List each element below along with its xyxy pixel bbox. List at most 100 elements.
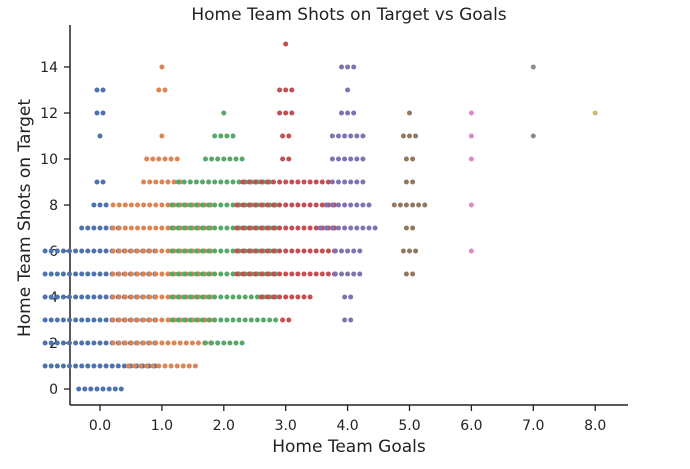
data-point	[54, 317, 60, 323]
data-point	[348, 133, 354, 139]
data-point	[283, 294, 289, 300]
data-point	[103, 317, 109, 323]
data-point	[289, 110, 295, 116]
data-point	[313, 202, 319, 208]
data-point	[153, 340, 159, 346]
data-point	[258, 225, 264, 231]
data-point	[413, 133, 419, 139]
data-point	[230, 225, 236, 231]
data-point	[60, 363, 66, 369]
data-point	[156, 156, 162, 162]
data-point	[239, 156, 245, 162]
data-point	[162, 87, 168, 93]
data-point	[181, 179, 187, 185]
data-point	[258, 202, 264, 208]
data-point	[468, 110, 474, 116]
data-point	[246, 248, 252, 254]
data-point	[187, 271, 193, 277]
data-point	[252, 179, 258, 185]
data-point	[54, 271, 60, 277]
data-point	[295, 294, 301, 300]
data-point	[329, 156, 335, 162]
data-point	[289, 248, 295, 254]
data-point	[339, 248, 344, 254]
data-point	[174, 156, 180, 162]
data-point	[252, 202, 258, 208]
data-point	[110, 248, 116, 254]
data-point	[345, 248, 351, 254]
data-point	[79, 271, 85, 277]
data-point	[91, 294, 97, 300]
data-point	[319, 248, 325, 254]
data-point	[175, 225, 181, 231]
data-point	[277, 294, 283, 300]
data-point	[323, 225, 329, 231]
data-point	[200, 179, 205, 185]
data-point	[54, 294, 60, 300]
data-point	[128, 225, 134, 231]
data-point	[332, 271, 338, 277]
data-point	[175, 179, 181, 185]
data-point	[342, 179, 348, 185]
data-point	[351, 271, 357, 277]
data-point	[329, 202, 335, 208]
data-point	[221, 156, 227, 162]
data-point	[79, 248, 85, 254]
data-point	[342, 156, 348, 162]
data-point	[339, 271, 344, 277]
data-point	[413, 248, 419, 254]
data-point	[181, 202, 187, 208]
data-point	[301, 271, 307, 277]
data-point	[94, 179, 100, 185]
data-point	[233, 156, 239, 162]
data-point	[141, 202, 147, 208]
data-point	[122, 271, 128, 277]
data-point	[271, 225, 276, 231]
data-point	[307, 294, 313, 300]
data-point	[410, 225, 416, 231]
data-point	[301, 248, 307, 254]
data-point	[147, 340, 153, 346]
data-point	[218, 271, 224, 277]
data-point	[106, 386, 112, 392]
data-point	[286, 317, 292, 323]
data-point	[141, 179, 147, 185]
data-point	[209, 156, 215, 162]
data-point	[147, 202, 153, 208]
data-point	[277, 225, 283, 231]
data-point	[271, 271, 276, 277]
data-point	[403, 225, 409, 231]
data-point	[181, 317, 187, 323]
data-point	[122, 248, 128, 254]
data-point	[283, 271, 289, 277]
data-point	[289, 271, 295, 277]
data-point	[181, 225, 187, 231]
data-point	[407, 248, 412, 254]
data-point	[169, 248, 175, 254]
data-point	[54, 363, 60, 369]
data-point	[122, 225, 128, 231]
data-point	[342, 294, 348, 300]
data-point	[264, 271, 270, 277]
data-point	[200, 225, 205, 231]
data-point	[468, 248, 474, 254]
data-point	[165, 317, 171, 323]
data-point	[339, 64, 344, 70]
data-point	[403, 156, 409, 162]
data-point	[468, 133, 474, 139]
data-point	[360, 133, 366, 139]
data-point	[325, 248, 331, 254]
data-point	[135, 340, 140, 346]
data-point	[103, 248, 109, 254]
data-point	[295, 225, 301, 231]
data-point	[94, 87, 100, 93]
data-point	[73, 248, 79, 254]
data-point	[410, 156, 416, 162]
data-point	[115, 363, 121, 369]
data-point	[100, 179, 106, 185]
data-point	[110, 202, 116, 208]
data-point	[252, 271, 258, 277]
data-point	[141, 340, 147, 346]
data-point	[168, 156, 174, 162]
data-point	[468, 156, 474, 162]
